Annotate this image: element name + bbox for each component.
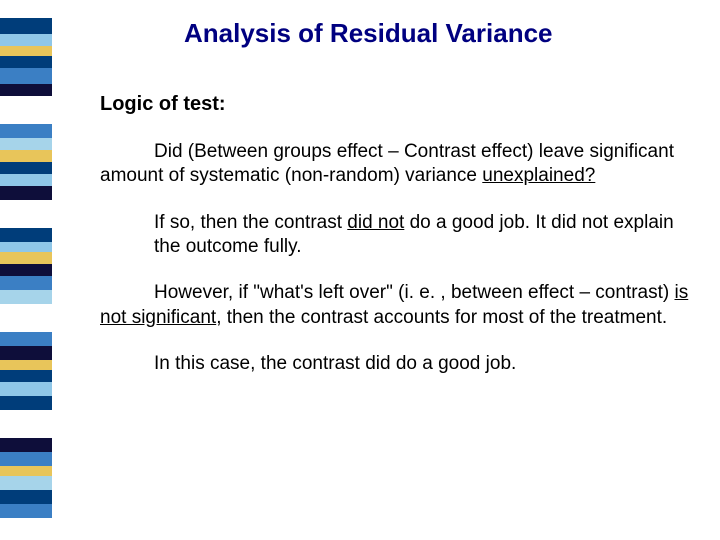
slide-title: Analysis of Residual Variance: [184, 18, 696, 49]
sidebar-stripe: [0, 518, 52, 540]
paragraph-4: In this case, the contrast did do a good…: [100, 352, 696, 376]
sidebar-stripe: [0, 96, 52, 124]
sidebar-stripe: [0, 276, 52, 290]
sidebar-stripe: [0, 370, 52, 382]
p2-text-a: If so, then the contrast: [154, 212, 347, 233]
sidebar-stripe: [0, 228, 52, 242]
sidebar-stripe: [0, 346, 52, 360]
sidebar-stripe: [0, 200, 52, 228]
paragraph-1: Did (Between groups effect – Contrast ef…: [100, 140, 696, 189]
sidebar-stripe: [0, 382, 52, 396]
p1-underline: unexplained?: [482, 165, 595, 186]
sidebar-stripe: [0, 438, 52, 452]
sidebar-stripe: [0, 242, 52, 252]
sidebar-stripe: [0, 410, 52, 438]
sidebar-stripe: [0, 252, 52, 264]
sidebar-stripe: [0, 18, 52, 34]
sidebar-stripe: [0, 68, 52, 84]
subheading: Logic of test:: [100, 93, 696, 116]
sidebar-stripe: [0, 304, 52, 332]
slide-content: Analysis of Residual Variance Logic of t…: [100, 18, 696, 398]
sidebar-stripe: [0, 56, 52, 68]
p2-underline: did not: [347, 212, 404, 233]
sidebar-stripe: [0, 150, 52, 162]
p3-text-a: However, if "what's left over" (i. e. , …: [154, 282, 675, 303]
sidebar-stripe: [0, 396, 52, 410]
sidebar-stripe: [0, 290, 52, 304]
paragraph-3: However, if "what's left over" (i. e. , …: [100, 281, 696, 330]
paragraph-2: If so, then the contrast did not do a go…: [100, 211, 696, 260]
sidebar-stripe: [0, 162, 52, 174]
sidebar-stripe: [0, 186, 52, 200]
sidebar-stripe: [0, 138, 52, 150]
sidebar-stripe: [0, 490, 52, 504]
sidebar-stripe: [0, 0, 52, 18]
sidebar-stripe: [0, 174, 52, 186]
sidebar-stripe: [0, 452, 52, 466]
p3-text-b: , then the contrast accounts for most of…: [216, 307, 667, 328]
sidebar-stripe: [0, 476, 52, 490]
sidebar-stripe: [0, 124, 52, 138]
sidebar-stripe: [0, 466, 52, 476]
sidebar-stripe: [0, 34, 52, 46]
sidebar-stripe: [0, 84, 52, 96]
sidebar-stripe: [0, 360, 52, 370]
decorative-sidebar: [0, 0, 52, 540]
sidebar-stripe: [0, 504, 52, 518]
sidebar-stripe: [0, 332, 52, 346]
sidebar-stripe: [0, 46, 52, 56]
sidebar-stripe: [0, 264, 52, 276]
